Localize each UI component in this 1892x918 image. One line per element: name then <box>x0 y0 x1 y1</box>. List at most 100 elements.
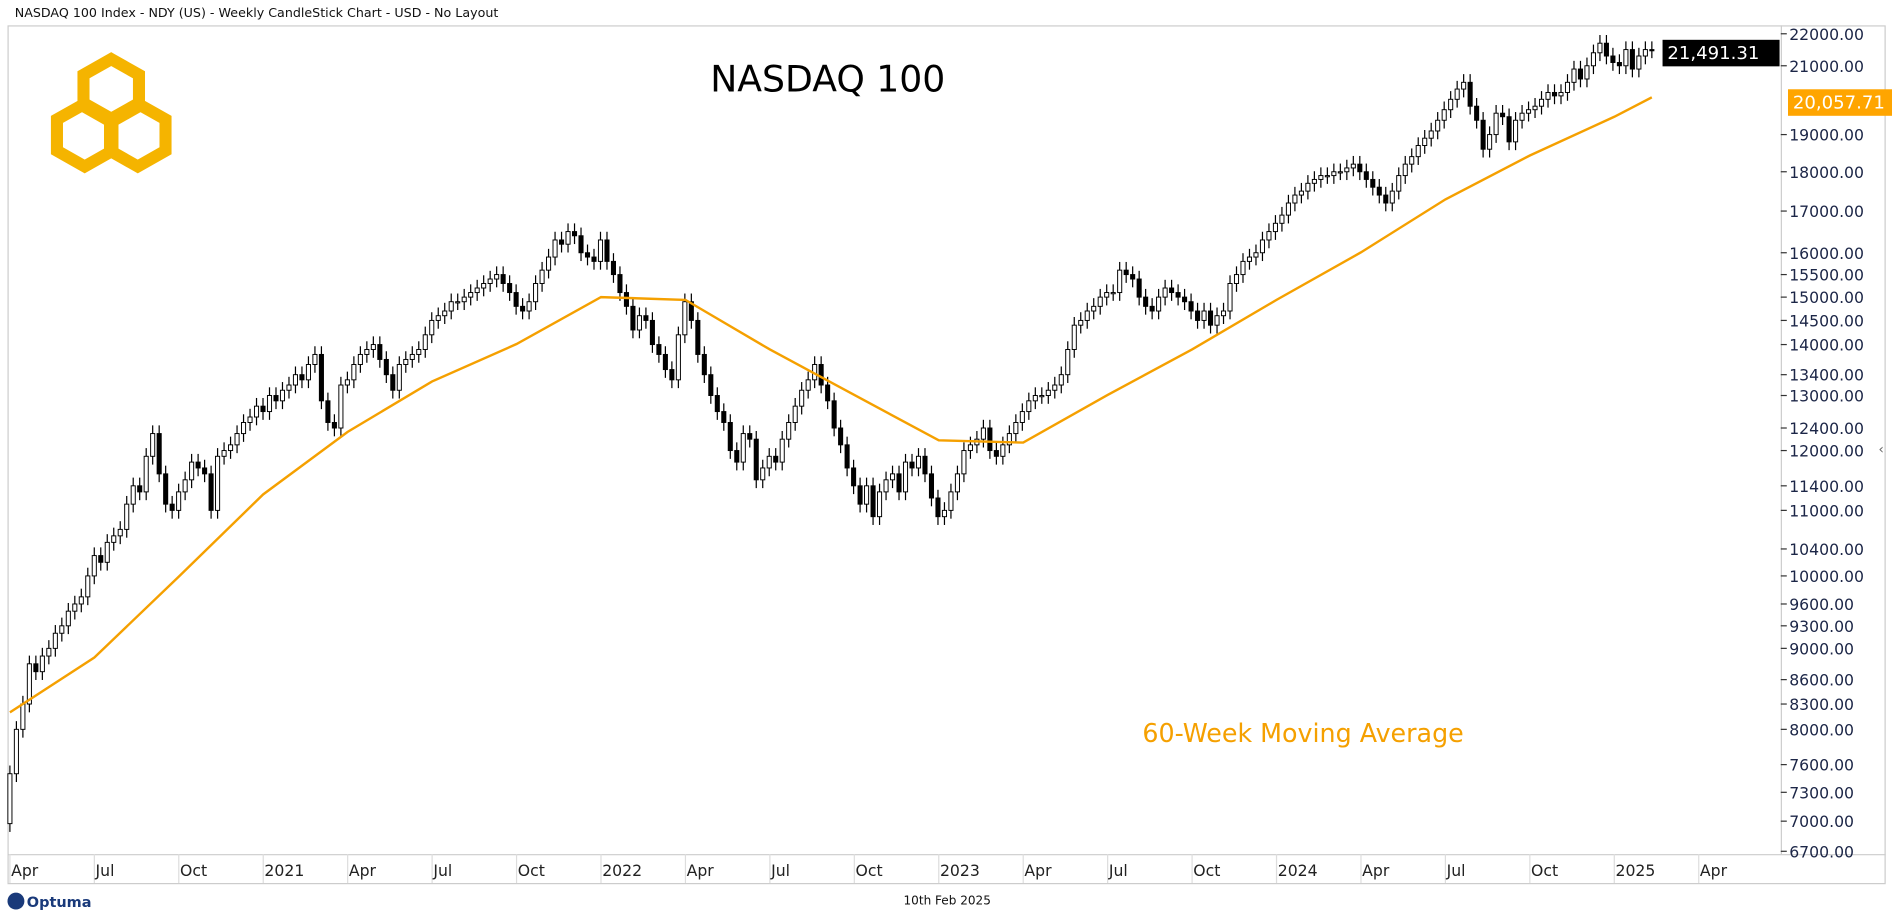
candle-body-up <box>877 491 883 518</box>
candle <box>416 341 422 363</box>
chevron-left-icon[interactable]: ‹ <box>1878 443 1883 458</box>
candle-body-down <box>299 374 305 381</box>
candle-body-up <box>351 364 357 381</box>
candle <box>773 448 779 471</box>
candle <box>734 442 740 471</box>
candle-body-down <box>714 395 720 413</box>
price-axis[interactable]: 22000.00 21000.00 19000.00 18000.00 17000.00… <box>1780 25 1864 862</box>
candle <box>1149 298 1155 320</box>
candle-body-down <box>818 364 824 386</box>
date-axis[interactable]: Apr Jul Oct 2021 Apr Jul Oct 2022 Apr Jul Oct 2023 A… <box>9 854 1728 884</box>
candle <box>409 346 415 368</box>
candle-body-up <box>344 379 350 386</box>
candle-body-up <box>1026 400 1032 413</box>
y-tick-label: 22000.00 <box>1789 25 1864 44</box>
candle-body-down <box>1136 278 1142 298</box>
x-tick-label: Apr <box>11 861 39 880</box>
x-tick-label: Apr <box>687 861 715 880</box>
candle-body-up <box>442 310 448 317</box>
candle <box>520 298 526 320</box>
candle <box>357 346 363 373</box>
x-tick-label: Oct <box>1531 861 1558 880</box>
candle-body-down <box>1370 178 1376 188</box>
candle-body-up <box>941 509 947 518</box>
candle-body-up <box>416 349 422 355</box>
candle <box>1013 414 1019 442</box>
candle-body-down <box>708 374 714 396</box>
candle-body-up <box>1513 119 1519 143</box>
candle-body-up <box>1214 315 1220 326</box>
candle <box>1311 171 1317 192</box>
candle <box>1130 266 1136 288</box>
candle <box>747 425 753 448</box>
candle <box>1636 47 1642 78</box>
candle-body-up <box>338 384 344 429</box>
x-tick-label: Jul <box>1108 861 1128 880</box>
candle-body-up <box>786 422 792 440</box>
moving-average-line <box>9 96 1653 714</box>
candle <box>935 489 941 525</box>
candle-body-up <box>429 319 435 336</box>
candle <box>1558 84 1564 105</box>
y-tick-label: 19000.00 <box>1789 126 1864 145</box>
candle-body-down <box>559 239 565 245</box>
candle <box>714 387 720 420</box>
candle <box>993 442 999 465</box>
candle-body-up <box>883 479 889 493</box>
candle-body-up <box>241 422 247 435</box>
candle-body-down <box>721 411 727 423</box>
candle <box>1331 163 1337 184</box>
y-tick-label: 11000.00 <box>1789 501 1864 520</box>
candle-body-down <box>1551 91 1558 97</box>
candle <box>13 721 19 783</box>
y-tick-label: 15000.00 <box>1789 288 1864 307</box>
candle <box>584 244 591 266</box>
candle <box>682 293 688 344</box>
candle-body-up <box>805 379 811 391</box>
candle <box>539 261 545 292</box>
candle-body-up <box>980 427 986 440</box>
candle <box>1396 167 1402 200</box>
candle-body-up <box>357 353 363 365</box>
candle-body-up <box>1045 389 1051 396</box>
candle <box>838 419 844 454</box>
candle-body-down <box>1130 274 1136 280</box>
candle-body-up <box>792 405 798 423</box>
candle <box>1493 105 1499 143</box>
candle-body-down <box>520 305 526 312</box>
candle-body-up <box>1571 68 1577 83</box>
candle <box>52 625 58 657</box>
x-tick-label: Jul <box>95 861 115 880</box>
candle-body-up <box>234 433 240 446</box>
candle-body-up <box>1156 296 1162 312</box>
candle-body-up <box>1493 112 1499 136</box>
candle-body-up <box>1091 305 1097 312</box>
candle-body-up <box>552 239 558 258</box>
candle <box>1208 302 1214 334</box>
candle <box>396 356 402 399</box>
y-tick-label: 8600.00 <box>1789 671 1854 690</box>
candle <box>33 655 39 680</box>
candle-body-down <box>1480 119 1486 150</box>
candle-body-down <box>273 395 279 402</box>
candle <box>799 382 805 415</box>
candle-body-up <box>20 703 26 730</box>
candle <box>292 366 298 394</box>
plot-frame <box>7 25 1886 885</box>
candle-body-up <box>494 274 500 280</box>
candle <box>1564 74 1571 101</box>
candle <box>740 425 746 471</box>
candle-body-up <box>85 575 91 598</box>
candle-body-down <box>1169 287 1175 294</box>
candle-body-up <box>1039 395 1045 398</box>
candle-body-down <box>831 400 837 429</box>
candle <box>1143 288 1149 315</box>
candle-body-up <box>448 301 454 312</box>
candle <box>954 465 960 501</box>
candle-body-up <box>1220 310 1227 317</box>
candle <box>318 346 324 410</box>
candle-body-up <box>39 655 45 673</box>
candle-body-down <box>584 252 591 258</box>
candle <box>1065 341 1071 383</box>
candle-body-down <box>1610 55 1616 63</box>
